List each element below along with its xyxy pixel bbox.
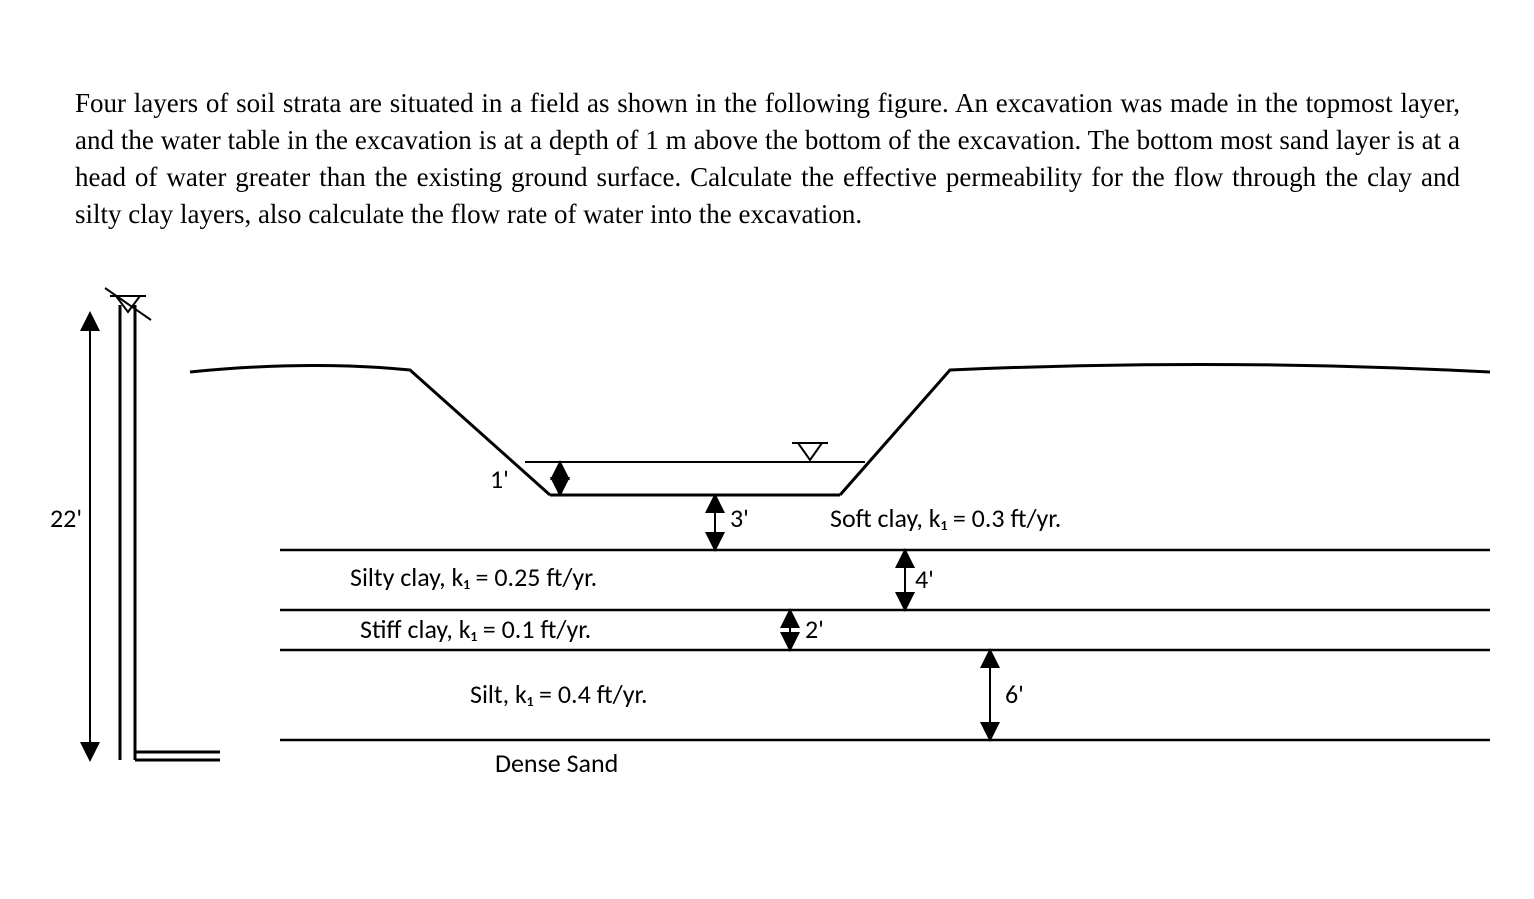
stiff-clay-label: Stiff clay, k₁ = 0.1 ft/yr. [360,613,591,645]
ground-and-excavation [190,364,1490,495]
silty-clay-label: Silty clay, k₁ = 0.25 ft/yr. [350,561,597,593]
soil-excavation-diagram: 22' 1' 3' 4' 2' 6' Soft clay, k₁ = 0.3 f… [50,280,1500,840]
dim-4ft: 4' [915,563,934,595]
dim-6ft: 6' [1005,678,1024,710]
page: Four layers of soil strata are situated … [0,0,1534,899]
soft-clay-label: Soft clay, k₁ = 0.3 ft/yr. [830,502,1061,534]
dim-2ft: 2' [805,613,824,645]
piezometer [105,288,220,760]
dense-sand-label: Dense Sand [495,747,618,779]
diagram-svg [50,280,1500,840]
problem-statement: Four layers of soil strata are situated … [75,85,1460,233]
total-head-label: 22' [50,502,82,534]
silt-label: Silt, k₁ = 0.4 ft/yr. [470,678,648,710]
dim-1ft: 1' [490,463,509,495]
dim-3ft: 3' [730,502,749,534]
